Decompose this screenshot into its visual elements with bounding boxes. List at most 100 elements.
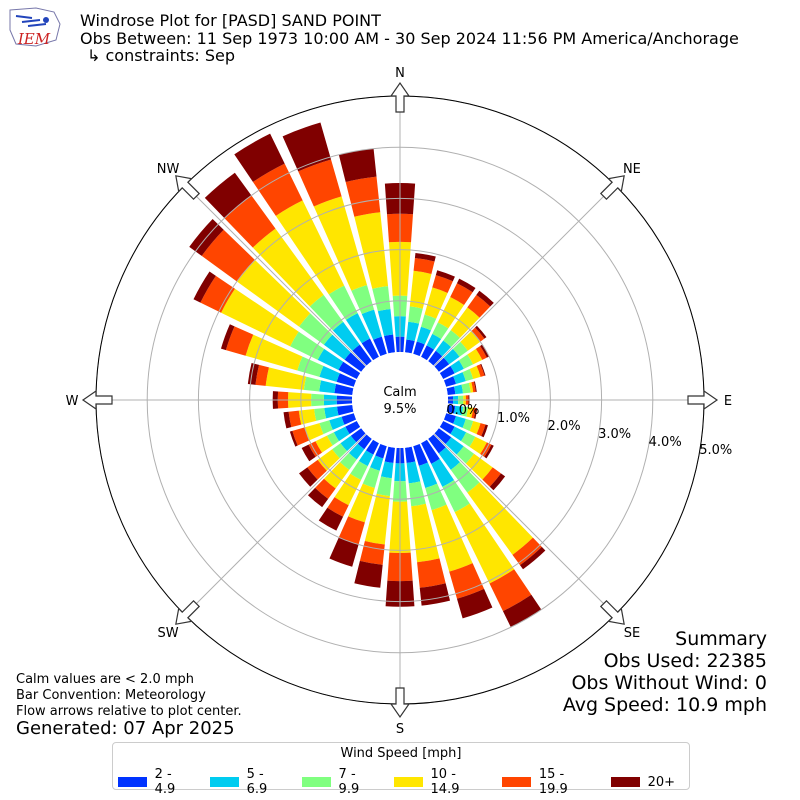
iem-logo: IEM xyxy=(9,7,61,48)
bar-segment-140-1 xyxy=(438,447,461,470)
bar-segment-80-2 xyxy=(461,382,471,394)
legend-label-0: 2 - 4.9 xyxy=(154,767,176,797)
bar-segment-110-5 xyxy=(481,424,488,438)
radial-tick-label-3: 3.0% xyxy=(598,427,631,442)
bar-segment-230-1 xyxy=(340,435,357,452)
legend-item-0: 2 - 4.9 xyxy=(118,767,196,797)
flow-arrow-shape-ne xyxy=(599,175,625,201)
bar-segment-240-1 xyxy=(333,426,350,442)
bar-segment-280-4 xyxy=(255,364,269,386)
legend-swatch-1 xyxy=(209,777,239,787)
grid-spoke-3 xyxy=(433,433,616,616)
bar-segment-310-1 xyxy=(323,334,351,360)
bar-segment-330-1 xyxy=(345,313,370,344)
bar-segment-150-5 xyxy=(502,594,542,628)
bar-segment-50-0 xyxy=(434,357,450,372)
radial-tick-label-1: 1.0% xyxy=(497,411,530,426)
note-bar-convention: Bar Convention: Meteorology xyxy=(16,688,206,703)
direction-label-w: W xyxy=(66,394,79,409)
generated-date: Generated: 07 Apr 2025 xyxy=(16,718,235,739)
bar-segment-260-5 xyxy=(283,411,292,429)
bar-segment-220-5 xyxy=(307,487,329,508)
bar-segment-200-2 xyxy=(362,467,380,488)
radial-tick-label-0: 0.0% xyxy=(446,403,479,418)
bar-segment-210-1 xyxy=(358,450,374,467)
bar-segment-280-0 xyxy=(334,384,354,395)
bar-segment-60-3 xyxy=(467,348,483,365)
flow-arrow-w xyxy=(81,389,113,411)
bar-segment-160-3 xyxy=(431,504,473,572)
bar-segment-140-5 xyxy=(520,546,546,570)
grid-spoke-5 xyxy=(184,433,367,616)
bar-segment-110-3 xyxy=(469,420,481,435)
bar-segment-170-2 xyxy=(408,481,426,507)
bar-segment-130-5 xyxy=(489,473,506,491)
bar-segment-60-4 xyxy=(475,345,487,360)
legend-label-1: 5 - 6.9 xyxy=(246,767,268,797)
direction-label-se: SE xyxy=(624,626,640,641)
bar-segment-160-2 xyxy=(425,483,447,511)
bar-segment-60-1 xyxy=(450,360,464,374)
bar-segment-190-2 xyxy=(376,476,392,497)
bar-segment-260-1 xyxy=(324,406,339,419)
grid-spoke-7 xyxy=(184,184,367,367)
bar-segment-300-5 xyxy=(193,271,216,303)
bar-segment-160-0 xyxy=(413,443,428,466)
bar-segment-40-3 xyxy=(450,307,480,338)
bar-segment-140-4 xyxy=(512,537,542,566)
bar-segment-120-3 xyxy=(469,436,487,455)
bar-segment-100-5 xyxy=(473,407,478,419)
calm-value: 9.5% xyxy=(383,402,416,417)
bar-segment-150-1 xyxy=(431,458,455,487)
bar-segment-210-4 xyxy=(327,497,349,517)
bar-segment-240-5 xyxy=(301,444,316,462)
bar-segment-70-4 xyxy=(476,364,485,377)
bar-segment-10-5 xyxy=(414,252,436,262)
bar-segment-170-0 xyxy=(405,446,416,464)
bar-segment-290-4 xyxy=(225,326,254,356)
direction-label-n: N xyxy=(395,66,405,81)
bar-segment-310-3 xyxy=(236,259,311,327)
bar-segment-30-0 xyxy=(421,345,434,361)
bar-segment-10-4 xyxy=(413,258,435,274)
bar-segment-10-1 xyxy=(406,321,420,342)
flow-arrow-sw xyxy=(175,599,201,625)
direction-label-e: E xyxy=(724,394,732,409)
legend-item-3: 10 - 14.9 xyxy=(393,767,488,797)
bar-segment-340-3 xyxy=(313,196,368,291)
bar-segment-290-2 xyxy=(297,356,324,377)
flow-arrow-shape-w xyxy=(81,389,113,411)
bar-segment-190-1 xyxy=(380,461,394,479)
bar-segment-50-4 xyxy=(471,327,485,342)
bar-segment-40-1 xyxy=(435,340,452,357)
bar-segment-340-2 xyxy=(351,284,375,315)
chart-title: Windrose Plot for [PASD] SAND POINT xyxy=(80,11,381,30)
flow-arrow-n xyxy=(389,81,411,113)
flow-arrow-nw xyxy=(175,175,201,201)
bar-segment-320-2 xyxy=(309,294,344,331)
summary-obs-used: Obs Used: 22385 xyxy=(603,650,767,672)
bar-segment-10-0 xyxy=(405,339,415,354)
bar-segment-220-1 xyxy=(348,443,365,460)
bar-segment-10-3 xyxy=(409,270,432,309)
bar-segment-350-1 xyxy=(377,308,394,337)
bar-segment-70-0 xyxy=(443,376,456,387)
calm-label: Calm xyxy=(383,385,416,400)
bar-segment-350-4 xyxy=(345,176,381,217)
bar-segment-110-2 xyxy=(462,418,474,431)
bar-segment-220-0 xyxy=(357,434,372,450)
flow-arrow-shape-nw xyxy=(175,175,201,201)
bar-segment-320-4 xyxy=(224,195,276,248)
summary-obs-without-wind: Obs Without Wind: 0 xyxy=(571,672,767,694)
bar-segment-230-3 xyxy=(317,449,340,471)
logo-text: IEM xyxy=(17,30,51,48)
flow-arrow-shape-se xyxy=(599,599,625,625)
summary-heading: Summary xyxy=(675,628,767,650)
bar-segment-320-3 xyxy=(252,228,324,307)
bar-segment-120-1 xyxy=(450,426,467,442)
bar-segment-190-4 xyxy=(359,540,385,565)
legend-item-4: 15 - 19.9 xyxy=(502,767,596,797)
bar-segment-300-4 xyxy=(200,275,235,313)
direction-label-s: S xyxy=(396,722,404,737)
